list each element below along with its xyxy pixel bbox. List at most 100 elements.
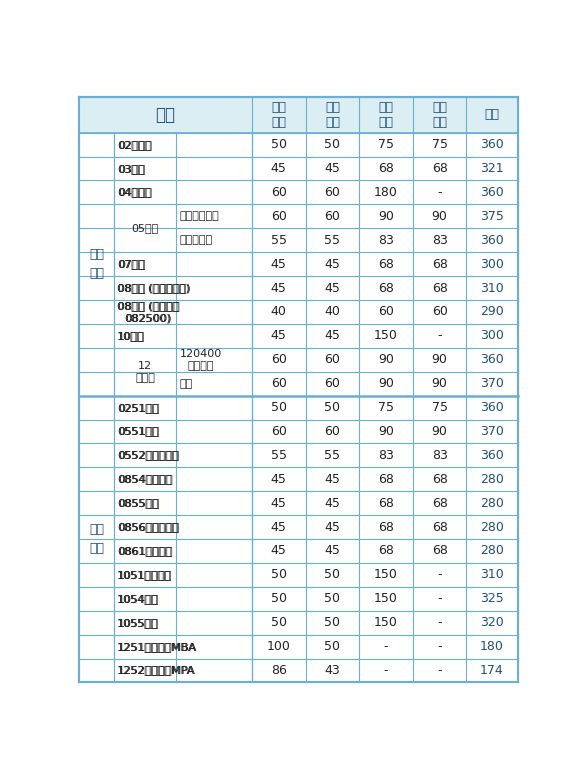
- Text: 45: 45: [271, 520, 287, 533]
- Text: 290: 290: [480, 306, 504, 319]
- Bar: [176, 443, 252, 467]
- Text: 75: 75: [378, 138, 394, 151]
- Bar: [114, 324, 176, 348]
- Bar: [114, 611, 176, 635]
- Text: 90: 90: [432, 425, 448, 438]
- Bar: [114, 563, 176, 587]
- Text: 90: 90: [432, 354, 448, 366]
- Text: 68: 68: [378, 282, 394, 295]
- Text: 60: 60: [271, 354, 287, 366]
- Text: 45: 45: [324, 162, 340, 175]
- Text: 320: 320: [480, 616, 504, 629]
- Text: 1055药学: 1055药学: [118, 618, 159, 628]
- Text: 0552新闻与传播: 0552新闻与传播: [117, 450, 179, 460]
- Bar: [114, 539, 252, 563]
- Text: 0861交通运输: 0861交通运输: [117, 546, 172, 556]
- Text: 174: 174: [480, 664, 504, 677]
- Text: 45: 45: [271, 282, 287, 295]
- Text: 08工学 (非照顾专业): 08工学 (非照顾专业): [117, 283, 190, 293]
- Text: 45: 45: [271, 162, 287, 175]
- Bar: [176, 133, 252, 157]
- Text: 50: 50: [324, 616, 340, 629]
- Text: 280: 280: [480, 544, 504, 557]
- Text: 03法学: 03法学: [118, 164, 145, 174]
- Text: 60: 60: [271, 378, 287, 390]
- Text: 75: 75: [378, 401, 394, 414]
- Text: 83: 83: [432, 234, 448, 247]
- Bar: [176, 515, 252, 539]
- Bar: [176, 252, 252, 276]
- Bar: [114, 611, 252, 635]
- Text: 60: 60: [324, 425, 340, 438]
- Text: 55: 55: [324, 449, 340, 462]
- Bar: [79, 300, 517, 324]
- Text: 45: 45: [324, 496, 340, 510]
- Text: 60: 60: [324, 210, 340, 223]
- Text: 10医学: 10医学: [118, 331, 145, 341]
- Text: 150: 150: [374, 616, 398, 629]
- Bar: [176, 635, 252, 659]
- Text: 45: 45: [271, 258, 287, 271]
- Text: 375: 375: [480, 210, 504, 223]
- Bar: [176, 395, 252, 419]
- Text: 学科: 学科: [155, 106, 175, 124]
- Bar: [114, 491, 252, 515]
- Text: 50: 50: [324, 138, 340, 151]
- Text: 360: 360: [480, 234, 504, 247]
- Bar: [176, 611, 252, 635]
- Text: 07理学: 07理学: [118, 259, 146, 269]
- Text: 1252公共管理MPA: 1252公共管理MPA: [118, 665, 196, 676]
- Bar: [176, 587, 252, 611]
- Text: 0855机械: 0855机械: [118, 498, 159, 508]
- Text: 68: 68: [378, 496, 394, 510]
- Bar: [79, 229, 517, 252]
- Text: 02经济学: 02经济学: [118, 140, 152, 150]
- Text: 90: 90: [432, 210, 448, 223]
- Text: 370: 370: [480, 378, 504, 390]
- Bar: [79, 587, 517, 611]
- Text: 68: 68: [378, 258, 394, 271]
- Text: 0251金融: 0251金融: [118, 402, 159, 412]
- Text: 360: 360: [480, 138, 504, 151]
- Bar: [114, 324, 252, 348]
- Text: 55: 55: [271, 449, 287, 462]
- Text: 55: 55: [324, 234, 340, 247]
- Bar: [79, 157, 517, 181]
- Text: 310: 310: [480, 568, 504, 581]
- Text: 60: 60: [271, 210, 287, 223]
- Text: 68: 68: [432, 162, 448, 175]
- Text: 40: 40: [324, 306, 340, 319]
- Bar: [114, 539, 176, 563]
- Bar: [114, 300, 252, 324]
- Bar: [79, 611, 517, 635]
- Text: 08工学 (非照顾专业): 08工学 (非照顾专业): [118, 283, 191, 293]
- Text: 0854电子信息: 0854电子信息: [118, 474, 173, 484]
- Text: 其他: 其他: [179, 379, 193, 388]
- Text: 专业
学位: 专业 学位: [89, 523, 104, 555]
- Text: 0551翻译: 0551翻译: [117, 426, 158, 436]
- Bar: [176, 348, 252, 371]
- Text: -: -: [384, 664, 388, 677]
- Text: 05文学: 05文学: [132, 223, 159, 233]
- Text: -: -: [437, 186, 442, 199]
- Text: 360: 360: [480, 186, 504, 199]
- Text: -: -: [437, 330, 442, 342]
- Text: 60: 60: [324, 378, 340, 390]
- Text: 10医学: 10医学: [117, 331, 144, 341]
- Bar: [176, 539, 252, 563]
- Bar: [114, 276, 176, 300]
- Bar: [79, 467, 517, 491]
- Text: 55: 55: [271, 234, 287, 247]
- Text: 68: 68: [432, 520, 448, 533]
- Bar: [176, 276, 252, 300]
- Text: 43: 43: [325, 664, 340, 677]
- Text: 180: 180: [374, 186, 398, 199]
- Text: 360: 360: [480, 401, 504, 414]
- Bar: [114, 133, 252, 157]
- Bar: [79, 395, 517, 419]
- Bar: [176, 371, 252, 395]
- Text: 280: 280: [480, 496, 504, 510]
- Text: 50: 50: [271, 401, 287, 414]
- Bar: [79, 133, 517, 157]
- Bar: [79, 635, 517, 659]
